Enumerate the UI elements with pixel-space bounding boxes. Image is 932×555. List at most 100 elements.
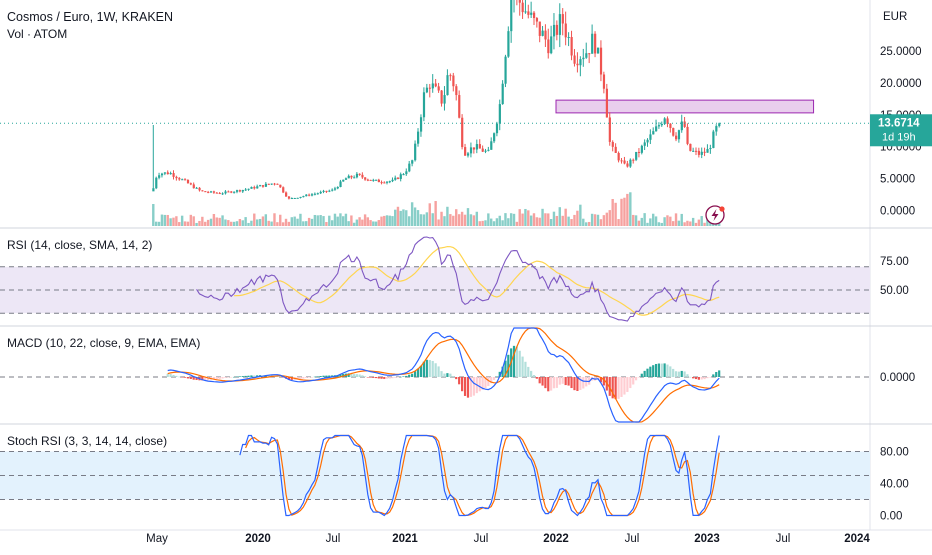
volume-bar (204, 221, 207, 226)
macd-histogram-bar (394, 377, 397, 378)
macd-histogram-bar (552, 377, 556, 389)
volume-bar (284, 218, 288, 226)
candle (452, 72, 455, 92)
volume-bar (227, 220, 230, 226)
macd-histogram-bar (512, 345, 516, 377)
candle (204, 191, 207, 193)
volume-bar (391, 216, 394, 226)
stoch-tick-label: 80.00 (880, 447, 909, 459)
stoch-rsi-title[interactable]: Stoch RSI (3, 3, 14, 14, close) (7, 434, 167, 448)
candle (487, 146, 490, 152)
candle (567, 32, 570, 47)
candle (344, 177, 348, 180)
volume-bar (319, 215, 322, 226)
macd-histogram-bar (550, 377, 553, 391)
macd-histogram-bar (366, 377, 369, 378)
macd-histogram-bar (183, 377, 187, 378)
volume-bar (380, 216, 383, 226)
lightning-icon[interactable] (705, 205, 725, 225)
volume-bar (637, 220, 641, 226)
macd-histogram-bar (350, 373, 353, 377)
candle (552, 13, 556, 50)
candle (718, 122, 721, 128)
macd-title[interactable]: MACD (10, 22, close, 9, EMA, EMA) (7, 336, 200, 350)
macd-histogram-bar (689, 376, 692, 378)
rsi-tick-label: 75.00 (880, 256, 909, 268)
candle (186, 179, 190, 184)
macd-histogram-bar (700, 377, 703, 380)
volume-bar (189, 214, 193, 226)
volume-bar (629, 192, 632, 226)
volume-bar (434, 201, 437, 226)
candle (709, 144, 712, 154)
candle (561, 8, 564, 36)
candle (155, 176, 158, 190)
candle (399, 172, 402, 182)
candle (369, 179, 372, 181)
volume-bar (620, 198, 623, 226)
volume-bar (372, 221, 375, 226)
volume-bar (325, 222, 328, 226)
volume-bar (564, 208, 567, 226)
candle (342, 179, 345, 182)
volume-bar (541, 208, 544, 226)
volume-bar (180, 215, 184, 226)
macd-histogram-bar (325, 375, 328, 377)
time-tick-label: Jul (326, 533, 341, 545)
volume-bar (547, 213, 550, 226)
volume-bar (446, 206, 449, 226)
macd-histogram-bar (192, 377, 195, 380)
volume-bar (428, 203, 431, 226)
macd-histogram-bar (712, 374, 715, 377)
volume-bar (509, 213, 513, 226)
candle (657, 122, 661, 129)
resistance-zone-layer[interactable] (555, 99, 815, 114)
candle (637, 148, 641, 158)
macd-histogram-bar (538, 377, 541, 384)
last-price-tag: 13.6714 1d 19h (870, 114, 932, 147)
macd-histogram-bar (672, 368, 675, 377)
candle (195, 186, 198, 189)
macd-histogram-bar (530, 370, 533, 377)
volume-bar (385, 215, 389, 226)
macd-histogram-bar (195, 377, 198, 381)
volume-bar (422, 214, 426, 226)
macd-histogram-bar (643, 370, 646, 377)
rsi-title[interactable]: RSI (14, close, SMA, 14, 2) (7, 238, 152, 252)
macd-histogram-bar (677, 371, 680, 377)
volume-bar (455, 209, 458, 226)
macd-histogram-bar (458, 377, 461, 385)
volume-bar (666, 215, 669, 226)
volume-bar (596, 214, 600, 226)
volume-bar (463, 214, 467, 226)
resistance-zone[interactable] (555, 99, 815, 114)
candle (241, 189, 244, 193)
candle (449, 73, 452, 81)
volume-bar (154, 221, 158, 226)
volume-bar (198, 220, 201, 226)
pane-separators[interactable] (0, 227, 932, 425)
candle (319, 190, 322, 195)
candle (680, 114, 683, 133)
countdown: 1d 19h (882, 131, 916, 143)
candle (261, 185, 265, 188)
macd-histogram-bar (322, 375, 325, 377)
macd-tick-label: 0.0000 (880, 372, 915, 384)
candle (524, 0, 527, 14)
candle (564, 11, 567, 46)
macd-histogram-bar (232, 376, 236, 378)
candle (466, 151, 470, 158)
volume-bar (352, 222, 356, 226)
candle (221, 192, 224, 195)
volume-bar (555, 215, 559, 226)
candle (405, 168, 408, 176)
macd-histogram-bar (703, 377, 706, 380)
volume-bar (558, 207, 561, 226)
macd-histogram-bar (189, 377, 192, 379)
candle (350, 175, 353, 180)
macd-histogram-bar (440, 371, 443, 377)
macd-histogram-bar (422, 361, 425, 377)
volume-bar (413, 207, 417, 226)
